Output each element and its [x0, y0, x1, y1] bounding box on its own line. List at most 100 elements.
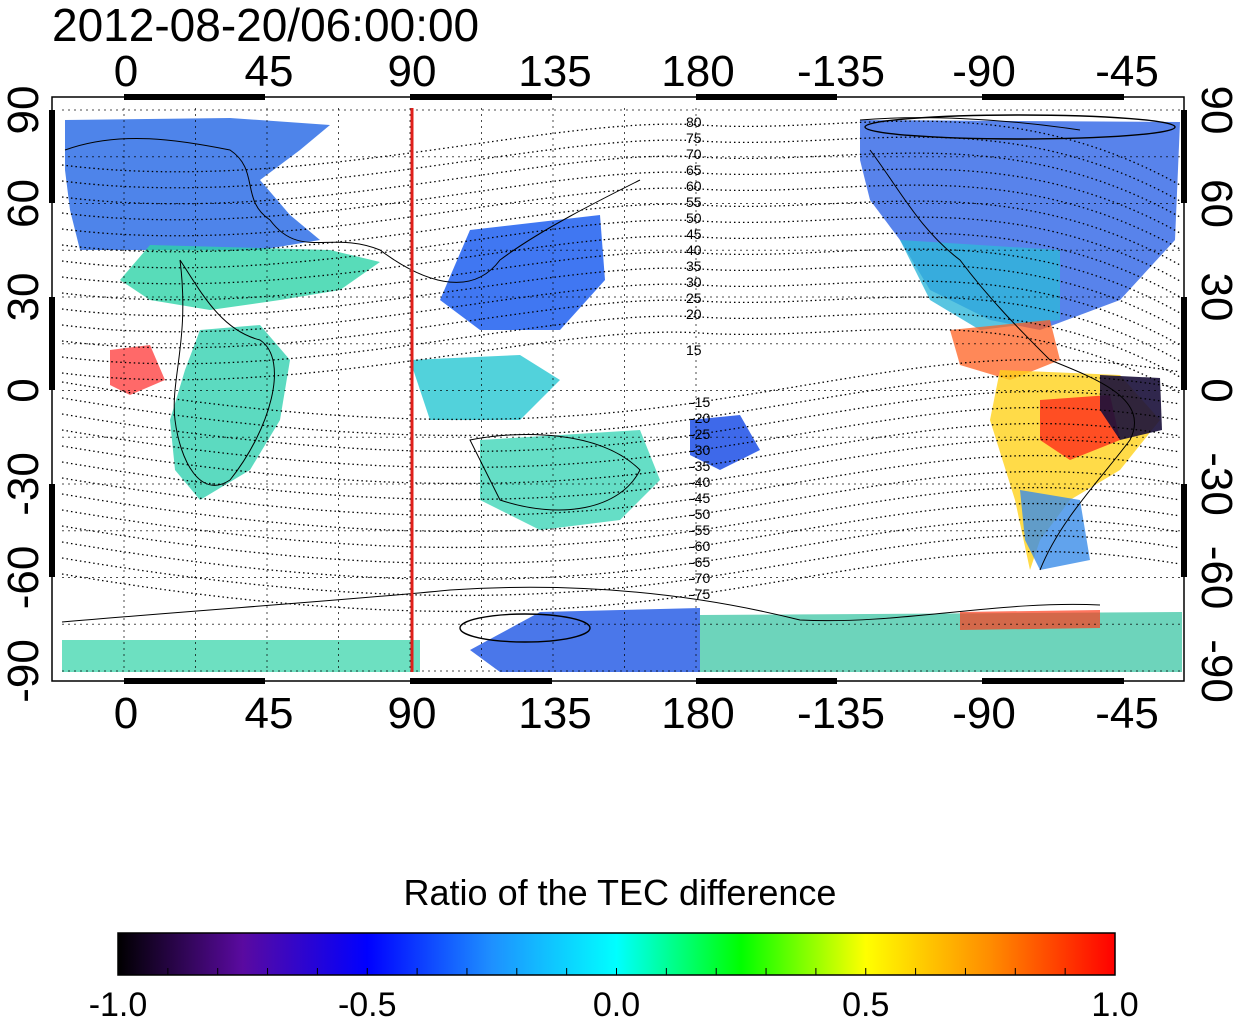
coastline-outline	[61, 117, 1136, 623]
left-latitude-label: 0	[0, 378, 48, 402]
contour-label-north: 60	[686, 178, 702, 194]
contour-label-south: -70	[690, 570, 710, 586]
top-longitude-label: 180	[661, 47, 734, 96]
contour-label-north: 55	[686, 194, 702, 210]
tec-patch-south-america-south	[1020, 490, 1090, 570]
tec-patch-antarctic-east	[700, 612, 1182, 672]
tec-patch-antarctic-west	[62, 640, 420, 672]
frame-scale-bars	[49, 94, 1187, 684]
left-latitude-label: -90	[0, 639, 48, 703]
bottom-longitude-label: -45	[1095, 689, 1159, 738]
contour-label-north: 20	[686, 306, 702, 322]
right-latitude-label: -90	[1192, 639, 1240, 703]
magnetic-contour-south	[61, 534, 1181, 597]
tec-patch-africa	[170, 325, 290, 500]
left-latitude-label: -60	[0, 546, 48, 610]
right-latitude-label: -30	[1192, 452, 1240, 516]
tec-patch-nz	[690, 415, 760, 470]
bottom-longitude-label: -135	[797, 689, 885, 738]
top-longitude-label: -90	[952, 47, 1016, 96]
northern-pole-contour	[864, 114, 1176, 140]
contour-label-south: -35	[690, 458, 710, 474]
magnetic-contour-south	[61, 486, 1181, 549]
tec-patch-south-america-dark	[1100, 375, 1162, 440]
contour-label-south: -55	[690, 522, 710, 538]
right-latitude-label: 60	[1192, 179, 1240, 228]
top-longitude-label: -135	[797, 47, 885, 96]
right-latitude-label: 0	[1192, 378, 1240, 402]
contour-label-south: -25	[690, 426, 710, 442]
right-latitude-label: -60	[1192, 546, 1240, 610]
bottom-longitude-label: 180	[661, 689, 734, 738]
magnetic-contour-south	[61, 470, 1181, 533]
contour-label-north: 75	[686, 130, 702, 146]
tec-patch-central-america	[950, 320, 1060, 380]
top-longitude-label: -45	[1095, 47, 1159, 96]
tec-patch-antarctic-center	[470, 608, 700, 672]
contour-label-south: -40	[690, 474, 710, 490]
page-title: 2012-08-20/06:00:00	[52, 0, 480, 51]
magnetic-contour-south	[61, 374, 1181, 437]
magnetic-contour-south	[61, 518, 1181, 581]
bottom-longitude-label: 135	[518, 689, 591, 738]
left-latitude-label: 60	[0, 179, 48, 228]
tec-patch-antarctic-red	[960, 610, 1100, 630]
top-longitude-label: 90	[388, 47, 437, 96]
contour-label-north: 30	[686, 274, 702, 290]
bottom-longitude-label: 45	[245, 689, 294, 738]
colorbar-tick-label: -0.5	[338, 986, 397, 1024]
tec-patch-west-africa	[110, 345, 165, 395]
lat-lon-grid	[62, 108, 1180, 672]
contour-label-north: 70	[686, 146, 702, 162]
top-longitude-label: 0	[114, 47, 138, 96]
right-latitude-label: 30	[1192, 273, 1240, 322]
right-latitude-label: 90	[1192, 86, 1240, 135]
tec-patch-south-america-red	[1040, 395, 1120, 460]
tec-patch-sea	[410, 355, 560, 420]
magnetic-contour-south	[61, 390, 1181, 453]
contour-label-north: 25	[686, 290, 702, 306]
bottom-longitude-label: 0	[114, 689, 138, 738]
colorbar-ticks: -1.0 -0.5 0.0 0.5 1.0	[89, 968, 1139, 1024]
left-latitude-label: -30	[0, 452, 48, 516]
colorbar-tick-label: 1.0	[1091, 986, 1138, 1024]
contour-label-north: 80	[686, 114, 702, 130]
contour-label-south: -75	[690, 586, 710, 602]
tec-data-patches	[62, 118, 1182, 672]
magnetic-contour-south	[61, 454, 1181, 517]
magnetic-contour-south	[61, 406, 1181, 469]
bottom-longitude-label: 90	[388, 689, 437, 738]
magnetic-contour-south	[61, 550, 1181, 613]
left-latitude-label: 90	[0, 86, 48, 135]
contour-label-south: -50	[690, 506, 710, 522]
magnetic-contour-south	[61, 438, 1181, 501]
contour-label-south: -65	[690, 554, 710, 570]
contour-label-north: 15	[686, 342, 702, 358]
axis-labels: 0 45 90 135 180 -135 -90 -450 45 90 135 180 -135 -90-…	[0, 47, 1240, 738]
coastlines	[61, 114, 1176, 643]
tec-patch-middle-east	[120, 245, 380, 310]
top-longitude-label: 45	[245, 47, 294, 96]
top-longitude-label: 135	[518, 47, 591, 96]
left-latitude-label: 30	[0, 273, 48, 322]
tec-patch-australia	[480, 430, 660, 530]
magnetic-contour-south	[61, 422, 1181, 485]
contour-label-north: 50	[686, 210, 702, 226]
magnetic-contour-south	[61, 502, 1181, 565]
colorbar-tick-label: 0.0	[593, 986, 640, 1024]
bottom-longitude-label: -90	[952, 689, 1016, 738]
contour-label-north: 45	[686, 226, 702, 242]
colorbar-title: Ratio of the TEC difference	[403, 872, 837, 913]
southern-pole-contour	[459, 613, 591, 643]
contour-label-south: -15	[690, 394, 710, 410]
colorbar-tick-label: 0.5	[842, 986, 889, 1024]
contour-label-south: -60	[690, 538, 710, 554]
contour-label-north: 40	[686, 242, 702, 258]
contour-label-south: -20	[690, 410, 710, 426]
tec-patch-europe	[65, 118, 330, 250]
contour-label-south: -45	[690, 490, 710, 506]
contour-label-north: 35	[686, 258, 702, 274]
colorbar-tick-label: -1.0	[89, 986, 148, 1024]
